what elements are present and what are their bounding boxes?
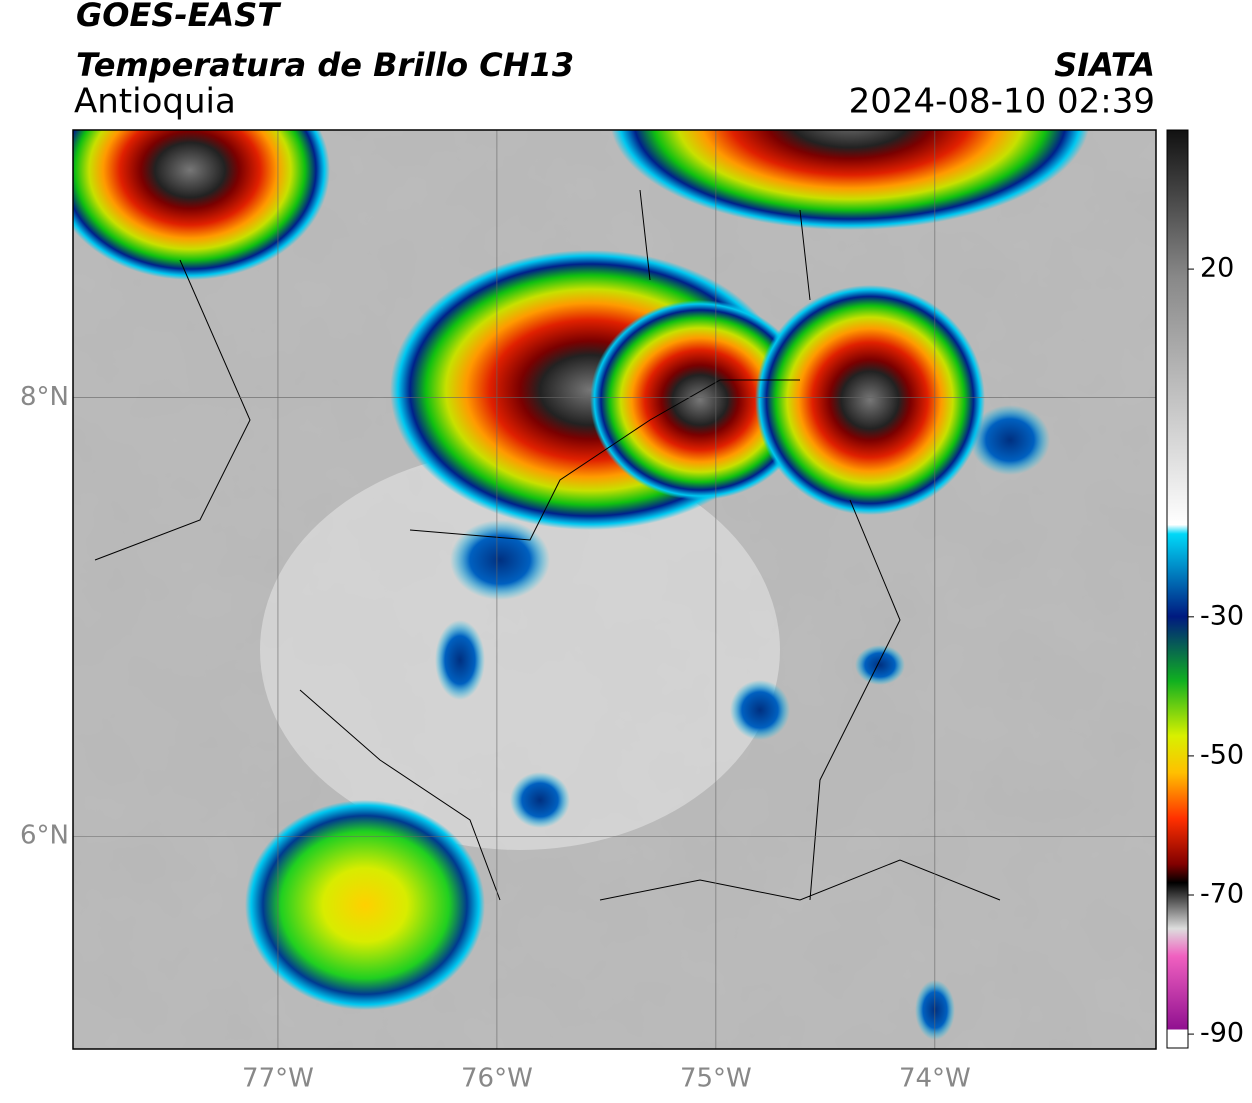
colorbar-label: -30 xyxy=(1200,600,1244,631)
lon-label: 76°W xyxy=(461,1064,533,1094)
colorbar-label: -90 xyxy=(1200,1018,1244,1049)
colorbar-label: -70 xyxy=(1200,879,1244,910)
colorbar xyxy=(1166,129,1189,1049)
colorbar-label: 20 xyxy=(1200,253,1234,284)
lat-label: 6°N xyxy=(20,821,69,851)
map-frame xyxy=(72,129,1157,1050)
colorbar-label: -50 xyxy=(1200,739,1244,770)
lon-label: 74°W xyxy=(899,1064,971,1094)
datetime: 2024-08-10 02:39 xyxy=(849,82,1155,122)
agency: SIATA xyxy=(1054,46,1155,84)
title: GOES-EAST xyxy=(76,0,281,34)
map-imagery xyxy=(73,130,1156,1049)
lon-label: 77°W xyxy=(242,1064,314,1094)
region: Antioquia xyxy=(74,82,236,122)
lat-label: 8°N xyxy=(20,382,69,412)
boundaries xyxy=(94,189,1001,901)
lon-label: 75°W xyxy=(680,1064,752,1094)
subtitle: Temperatura de Brillo CH13 xyxy=(76,46,574,84)
